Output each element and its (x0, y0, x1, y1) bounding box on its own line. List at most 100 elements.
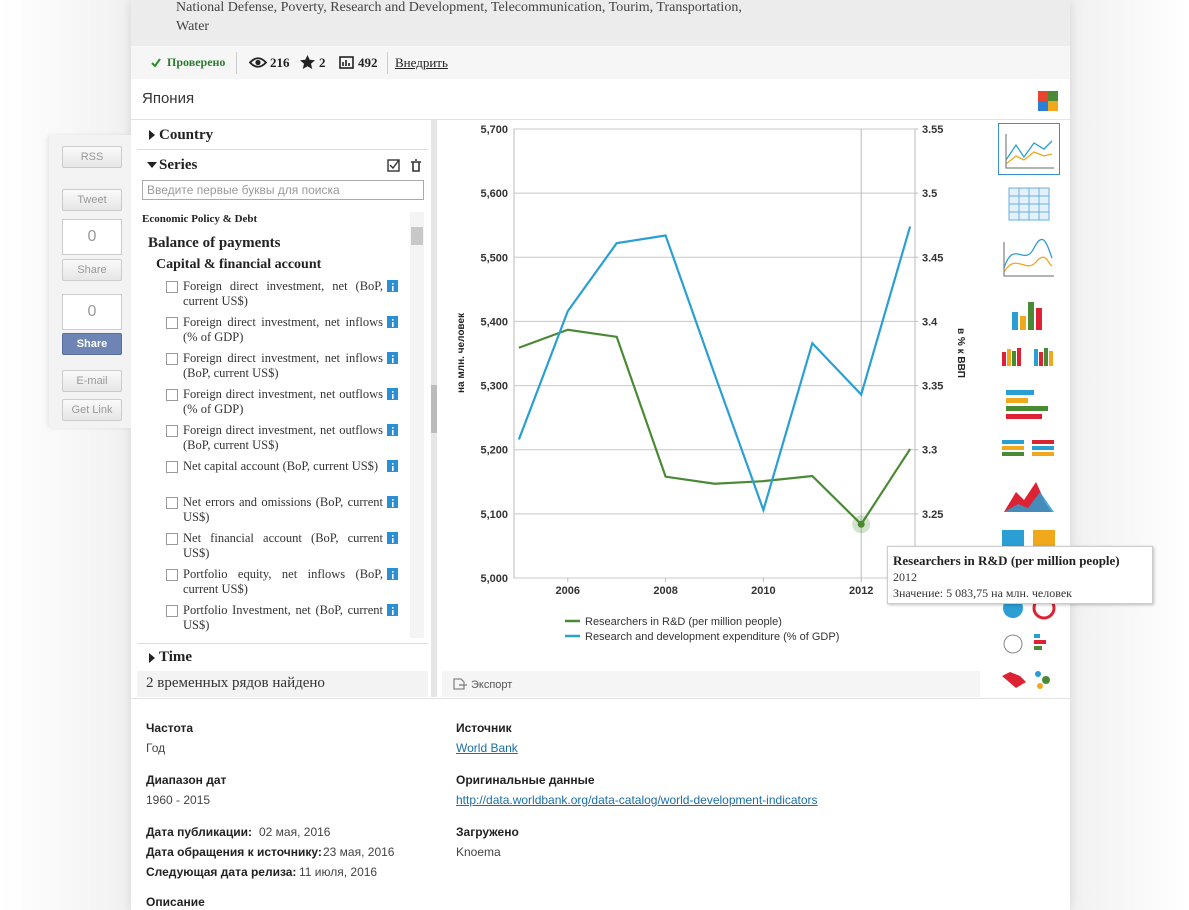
info-icon[interactable] (387, 424, 398, 436)
fb-count: 0 (62, 294, 122, 330)
tree-group[interactable]: Economic Policy & Debt (142, 213, 258, 225)
embed-link[interactable]: Внедрить (395, 55, 448, 70)
info-icon[interactable] (387, 352, 398, 364)
rss-button[interactable]: RSS (62, 146, 122, 168)
y2-tick-label: 3.4 (922, 316, 938, 328)
series-item[interactable]: Portfolio equity, net inflows (BoP, curr… (183, 567, 383, 596)
plot-area (513, 128, 916, 579)
checkbox[interactable] (166, 425, 178, 437)
info-value: 23 мая, 2016 (323, 845, 395, 859)
backdrop (1070, 0, 1189, 910)
x-tick-label: 2008 (653, 585, 677, 597)
eye-icon (249, 57, 267, 68)
time-header[interactable]: Time (159, 649, 193, 665)
info-label: Описание (146, 895, 205, 909)
fb-button[interactable]: Share (62, 333, 122, 355)
y-tick-label: 5,100 (480, 509, 508, 521)
info-icon[interactable] (387, 532, 398, 544)
tweet-button[interactable]: Tweet (62, 189, 122, 211)
x-tick-label: 2012 (849, 585, 873, 597)
search-input[interactable]: Введите первые буквы для поиска (142, 180, 424, 200)
series-item[interactable]: Net capital account (BoP, current US$) (183, 459, 379, 473)
checkbox[interactable] (166, 353, 178, 365)
info-label: Следующая дата релиза: (146, 865, 297, 879)
export-icon (453, 678, 467, 690)
checkbox[interactable] (166, 461, 178, 473)
checkbox[interactable] (166, 497, 178, 509)
series-header[interactable]: Series (159, 157, 198, 173)
legend-label: Research and development expenditure (% … (585, 631, 839, 643)
star-icon (300, 55, 315, 69)
info-label: Оригинальные данные (456, 773, 595, 787)
info-icon[interactable] (387, 280, 398, 292)
chart: на млн. человек в % к ВВП 5,000 5,100 5,20… (456, 124, 966, 643)
original-link[interactable]: http://data.worldbank.org/data-catalog/w… (456, 793, 818, 807)
email-button[interactable]: E-mail (62, 370, 122, 392)
link-button[interactable]: Get Link (62, 399, 122, 421)
verified: Проверено (167, 55, 226, 69)
export-link[interactable]: Экспорт (471, 679, 513, 691)
y2-tick-label: 3.25 (922, 509, 943, 521)
source-link[interactable]: World Bank (456, 741, 518, 755)
gplus-button[interactable]: Share (62, 259, 122, 281)
datasets: 492 (358, 55, 378, 70)
info-icon[interactable] (387, 568, 398, 580)
caret (149, 130, 155, 140)
divider (131, 698, 1070, 699)
series-item[interactable]: Foreign direct investment, net outflows … (183, 387, 383, 416)
info-value: Knoema (456, 845, 501, 859)
x-tick-label: 2010 (751, 585, 775, 597)
series-item[interactable]: Foreign direct investment, net inflows (… (183, 315, 383, 344)
found-bar: 2 временных рядов найдено (137, 671, 428, 697)
info-icon[interactable] (387, 604, 398, 616)
checkbox[interactable] (166, 389, 178, 401)
chart-type-picker[interactable] (996, 120, 1064, 700)
tree-group[interactable]: Balance of payments (148, 235, 281, 251)
tooltip: Researchers in R&D (per million people) … (887, 546, 1153, 604)
y2-tick-label: 3.3 (922, 445, 937, 457)
checkbox[interactable] (166, 569, 178, 581)
series-item[interactable]: Foreign direct investment, net outflows … (183, 423, 383, 452)
y2-axis-title: в % к ВВП (955, 328, 966, 378)
tree-group[interactable]: Capital & financial account (156, 257, 322, 272)
sep (387, 52, 388, 74)
tooltip-value: Значение: 5 083,75 на млн. человек (893, 586, 1072, 600)
views: 216 (270, 55, 290, 70)
info-icon[interactable] (387, 496, 398, 508)
info-label: Частота (146, 721, 194, 735)
checkbox[interactable] (166, 533, 178, 545)
tooltip-year: 2012 (893, 570, 917, 584)
series-item[interactable]: Portfolio Investment, net (BoP, current … (183, 603, 383, 632)
info-value: Год (146, 741, 166, 755)
caret (147, 162, 157, 168)
y-tick-label: 5,500 (480, 252, 508, 264)
scrollbar[interactable] (410, 212, 424, 638)
series-item[interactable]: Foreign direct investment, net inflows (… (183, 351, 383, 380)
splitter[interactable] (431, 120, 437, 697)
checkbox[interactable] (166, 605, 178, 617)
tags: National Defense, Poverty, Research and … (176, 0, 742, 34)
country-header[interactable]: Country (159, 127, 214, 143)
divider (137, 149, 428, 150)
checkbox[interactable] (166, 317, 178, 329)
info-label: Диапазон дат (146, 773, 227, 787)
export-bar: Экспорт (442, 671, 980, 697)
found-count: 2 временных рядов найдено (146, 675, 325, 691)
series-item[interactable]: Net financial account (BoP, current US$) (183, 531, 383, 560)
info-icon[interactable] (387, 316, 398, 328)
info-label: Загружено (456, 825, 519, 839)
y2-tick-label: 3.55 (922, 124, 943, 136)
series-tools[interactable] (386, 158, 424, 174)
y2-tick-label: 3.35 (922, 381, 943, 393)
checkbox[interactable] (166, 281, 178, 293)
info-icon[interactable] (387, 460, 398, 472)
legend-label: Researchers in R&D (per million people) (585, 616, 782, 628)
caret (149, 653, 155, 663)
series-item[interactable]: Net errors and omissions (BoP, current U… (183, 495, 383, 524)
y2-tick-label: 3.5 (922, 188, 937, 200)
series-item[interactable]: Foreign direct investment, net (BoP, cur… (183, 279, 383, 308)
y-tick-label: 5,700 (480, 124, 508, 136)
y-axis-title: на млн. человек (456, 312, 467, 393)
info-icon[interactable] (387, 388, 398, 400)
